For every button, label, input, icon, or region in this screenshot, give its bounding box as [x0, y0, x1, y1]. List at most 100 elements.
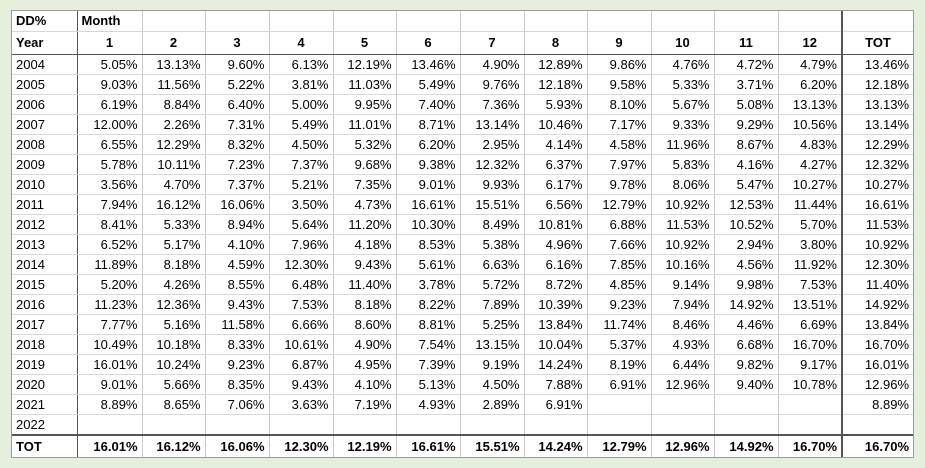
value-cell[interactable]: 4.90%: [333, 334, 397, 355]
value-cell[interactable]: 4.93%: [651, 334, 715, 355]
value-cell[interactable]: 11.74%: [587, 314, 652, 335]
header-cell[interactable]: [396, 11, 461, 32]
value-cell[interactable]: 3.63%: [269, 394, 334, 415]
value-cell[interactable]: 5.47%: [714, 174, 779, 195]
value-cell[interactable]: 8.71%: [396, 114, 461, 135]
value-cell[interactable]: 16.70%: [778, 334, 843, 355]
year-cell[interactable]: 2004: [12, 54, 78, 75]
value-cell[interactable]: 7.88%: [524, 374, 588, 395]
value-cell[interactable]: 10.52%: [714, 214, 779, 235]
value-cell[interactable]: 4.95%: [333, 354, 397, 375]
corner-label[interactable]: DD%: [12, 11, 78, 32]
value-cell[interactable]: 2.94%: [714, 234, 779, 255]
value-cell[interactable]: [651, 394, 715, 415]
row-total-cell[interactable]: 16.01%: [841, 354, 913, 375]
value-cell[interactable]: 11.56%: [142, 74, 206, 95]
value-cell[interactable]: 8.10%: [587, 94, 652, 115]
value-cell[interactable]: 3.78%: [396, 274, 461, 295]
year-cell[interactable]: 2013: [12, 234, 78, 255]
row-total-cell[interactable]: 12.96%: [841, 374, 913, 395]
value-cell[interactable]: 10.61%: [269, 334, 334, 355]
row-total-cell[interactable]: 11.40%: [841, 274, 913, 295]
value-cell[interactable]: 13.13%: [142, 54, 206, 75]
value-cell[interactable]: 10.11%: [142, 154, 206, 175]
value-cell[interactable]: 5.33%: [651, 74, 715, 95]
value-cell[interactable]: 4.18%: [333, 234, 397, 255]
value-cell[interactable]: 8.33%: [205, 334, 270, 355]
value-cell[interactable]: 12.79%: [587, 194, 652, 215]
year-cell[interactable]: 2009: [12, 154, 78, 175]
value-cell[interactable]: 11.53%: [651, 214, 715, 235]
value-cell[interactable]: 11.20%: [333, 214, 397, 235]
value-cell[interactable]: 10.27%: [778, 174, 843, 195]
value-cell[interactable]: 8.72%: [524, 274, 588, 295]
value-cell[interactable]: 5.66%: [142, 374, 206, 395]
value-cell[interactable]: 4.73%: [333, 194, 397, 215]
value-cell[interactable]: 7.37%: [269, 154, 334, 175]
value-cell[interactable]: 9.23%: [205, 354, 270, 375]
value-cell[interactable]: [269, 414, 334, 436]
value-cell[interactable]: 10.49%: [77, 334, 143, 355]
value-cell[interactable]: 5.08%: [714, 94, 779, 115]
value-cell[interactable]: 5.05%: [77, 54, 143, 75]
value-cell[interactable]: 13.84%: [524, 314, 588, 335]
value-cell[interactable]: 5.37%: [587, 334, 652, 355]
value-cell[interactable]: 7.36%: [460, 94, 525, 115]
value-cell[interactable]: 4.46%: [714, 314, 779, 335]
month-header-5[interactable]: 5: [333, 31, 397, 55]
value-cell[interactable]: 4.27%: [778, 154, 843, 175]
year-cell[interactable]: 2021: [12, 394, 78, 415]
month-header-1[interactable]: 1: [77, 31, 143, 55]
value-cell[interactable]: 5.32%: [333, 134, 397, 155]
value-cell[interactable]: 10.56%: [778, 114, 843, 135]
row-total-cell[interactable]: 11.53%: [841, 214, 913, 235]
header-cell[interactable]: [333, 11, 397, 32]
value-cell[interactable]: 7.53%: [269, 294, 334, 315]
value-cell[interactable]: 7.77%: [77, 314, 143, 335]
value-cell[interactable]: 6.63%: [460, 254, 525, 275]
year-cell[interactable]: 2014: [12, 254, 78, 275]
value-cell[interactable]: 6.20%: [778, 74, 843, 95]
value-cell[interactable]: 8.65%: [142, 394, 206, 415]
total-value-cell[interactable]: 14.92%: [714, 434, 779, 457]
value-cell[interactable]: 11.89%: [77, 254, 143, 275]
value-cell[interactable]: 8.84%: [142, 94, 206, 115]
year-cell[interactable]: 2012: [12, 214, 78, 235]
year-cell[interactable]: 2022: [12, 414, 78, 436]
value-cell[interactable]: 12.19%: [333, 54, 397, 75]
value-cell[interactable]: [142, 414, 206, 436]
value-cell[interactable]: 4.70%: [142, 174, 206, 195]
value-cell[interactable]: 6.69%: [778, 314, 843, 335]
header-cell[interactable]: [205, 11, 270, 32]
value-cell[interactable]: [205, 414, 270, 436]
value-cell[interactable]: 9.43%: [205, 294, 270, 315]
value-cell[interactable]: 15.51%: [460, 194, 525, 215]
value-cell[interactable]: 12.36%: [142, 294, 206, 315]
value-cell[interactable]: 3.50%: [269, 194, 334, 215]
value-cell[interactable]: 6.91%: [587, 374, 652, 395]
value-cell[interactable]: 11.44%: [778, 194, 843, 215]
value-cell[interactable]: 3.81%: [269, 74, 334, 95]
value-cell[interactable]: 9.78%: [587, 174, 652, 195]
value-cell[interactable]: 9.82%: [714, 354, 779, 375]
value-cell[interactable]: 13.14%: [460, 114, 525, 135]
value-cell[interactable]: 4.79%: [778, 54, 843, 75]
value-cell[interactable]: 11.58%: [205, 314, 270, 335]
value-cell[interactable]: 6.20%: [396, 134, 461, 155]
year-label[interactable]: Year: [12, 31, 78, 55]
value-cell[interactable]: 4.93%: [396, 394, 461, 415]
value-cell[interactable]: 9.01%: [396, 174, 461, 195]
value-cell[interactable]: 11.03%: [333, 74, 397, 95]
row-total-cell[interactable]: 13.84%: [841, 314, 913, 335]
total-value-cell[interactable]: 12.30%: [269, 434, 334, 457]
value-cell[interactable]: 7.06%: [205, 394, 270, 415]
total-value-cell[interactable]: 16.70%: [778, 434, 843, 457]
value-cell[interactable]: 9.23%: [587, 294, 652, 315]
year-cell[interactable]: 2006: [12, 94, 78, 115]
value-cell[interactable]: 9.33%: [651, 114, 715, 135]
totals-label[interactable]: TOT: [12, 434, 78, 457]
value-cell[interactable]: 6.55%: [77, 134, 143, 155]
value-cell[interactable]: [77, 414, 143, 436]
row-total-cell[interactable]: 13.13%: [841, 94, 913, 115]
row-total-cell[interactable]: 12.32%: [841, 154, 913, 175]
